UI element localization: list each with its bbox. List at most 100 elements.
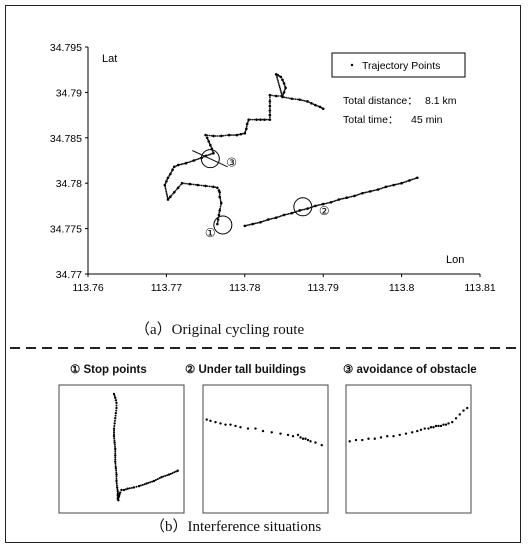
trajectory-point: [265, 118, 268, 121]
trajectory-point: [200, 184, 203, 187]
subpanel-point: [169, 472, 172, 475]
subpanel-point: [270, 431, 273, 434]
trajectory-point: [254, 222, 257, 225]
y-axis-label: Lat: [102, 53, 117, 65]
subpanel-point: [113, 439, 116, 442]
trajectory-point: [189, 160, 192, 163]
x-tick-label: 113.77: [151, 282, 182, 294]
subpanel-point: [115, 469, 118, 472]
trajectory-point: [367, 190, 370, 193]
subpanel-point: [404, 432, 408, 435]
x-tick-label: 113.78: [229, 282, 260, 294]
subpanel-frame: [345, 384, 472, 514]
subpanel-point: [130, 486, 133, 489]
trajectory-point: [268, 116, 271, 119]
trajectory-point: [384, 185, 388, 189]
trajectory-point: [216, 218, 220, 221]
trajectory-point: [374, 189, 376, 192]
trajectory-point: [287, 97, 289, 99]
trajectory-point: [319, 203, 321, 206]
trajectory-point: [395, 183, 398, 186]
trajectory-point: [209, 153, 212, 156]
trajectory-point: [283, 96, 286, 99]
trajectory-point: [257, 118, 260, 121]
subpanel-point: [115, 482, 118, 485]
subpanel-point: [398, 433, 401, 437]
trajectory-point: [282, 213, 286, 217]
subpanel-point: [113, 431, 115, 434]
distance-label: Total distance：: [343, 95, 418, 107]
trajectory-point: [300, 99, 303, 101]
caption-a: （a）Original cycling route: [135, 322, 305, 338]
trajectory-point: [296, 98, 299, 101]
subpanel-point: [166, 474, 169, 477]
subpanel-point: [158, 477, 161, 480]
subpanel-point: [145, 482, 148, 485]
trajectory-point: [386, 185, 389, 188]
trajectory-point: [194, 159, 197, 161]
subpanel-point: [437, 424, 440, 428]
trajectory-point: [198, 184, 201, 187]
trajectory-point: [350, 195, 353, 198]
trajectory-point: [214, 135, 217, 137]
trajectory-point: [403, 181, 406, 184]
trajectory-point: [253, 222, 256, 225]
trajectory-segment: [192, 150, 228, 168]
trajectory-point: [312, 205, 315, 208]
subpanel-point: [301, 437, 305, 440]
trajectory-point: [314, 103, 317, 107]
subpanel-point: [173, 471, 176, 474]
subpanel-point: [239, 426, 242, 429]
subpanel-point: [279, 432, 282, 435]
trajectory-point: [208, 134, 211, 137]
caption-b: （b）Interference situations: [150, 519, 322, 535]
trajectory-point: [210, 185, 213, 188]
trajectory-point: [328, 201, 331, 204]
trajectory-point: [277, 79, 279, 82]
trajectory-points: [163, 72, 419, 228]
trajectory-point: [329, 200, 333, 204]
trajectory-point: [334, 199, 337, 202]
trajectory-point: [199, 157, 202, 160]
trajectory-point: [361, 191, 364, 195]
trajectory-point: [192, 183, 195, 186]
trajectory-point: [292, 98, 295, 100]
trajectory-point: [188, 182, 192, 186]
trajectory-point: [239, 132, 243, 136]
trajectory-point: [283, 83, 286, 86]
subpanel-point: [114, 399, 118, 402]
trajectory-point: [261, 220, 263, 223]
subpanel-point: [143, 483, 146, 486]
trajectory-point: [306, 100, 309, 103]
trajectory-point: [279, 89, 282, 92]
trajectory-point: [368, 190, 372, 193]
trajectory-point: [217, 189, 221, 192]
trajectory-point: [381, 187, 384, 189]
subpanel-point: [429, 426, 433, 429]
trajectory-point: [243, 224, 247, 228]
trajectory-point: [248, 223, 251, 226]
trajectory-point: [282, 93, 285, 96]
trajectory-point: [259, 220, 262, 224]
subpanel-point: [309, 440, 312, 443]
trajectory-point: [333, 200, 336, 203]
trajectory-point: [219, 207, 222, 210]
x-tick-label: 113.8: [389, 282, 415, 294]
y-tick-label: 34.795: [50, 42, 82, 54]
trajectory-point: [312, 103, 315, 106]
trajectory-point: [267, 118, 269, 121]
y-tick-label: 34.775: [50, 224, 82, 236]
subpanel-point: [354, 438, 358, 442]
trajectory-point: [230, 134, 232, 136]
trajectory-point: [282, 80, 285, 83]
trajectory-point: [244, 130, 247, 133]
trajectory-point: [410, 179, 412, 181]
trajectory-point: [168, 197, 171, 200]
trajectory-point: [348, 196, 351, 198]
trajectory-point: [251, 118, 254, 121]
trajectory-point: [256, 222, 259, 224]
subpanel-point: [113, 394, 116, 397]
trajectory-point: [268, 100, 272, 103]
trajectory-point: [180, 181, 184, 185]
marker-label: ②: [319, 204, 330, 218]
